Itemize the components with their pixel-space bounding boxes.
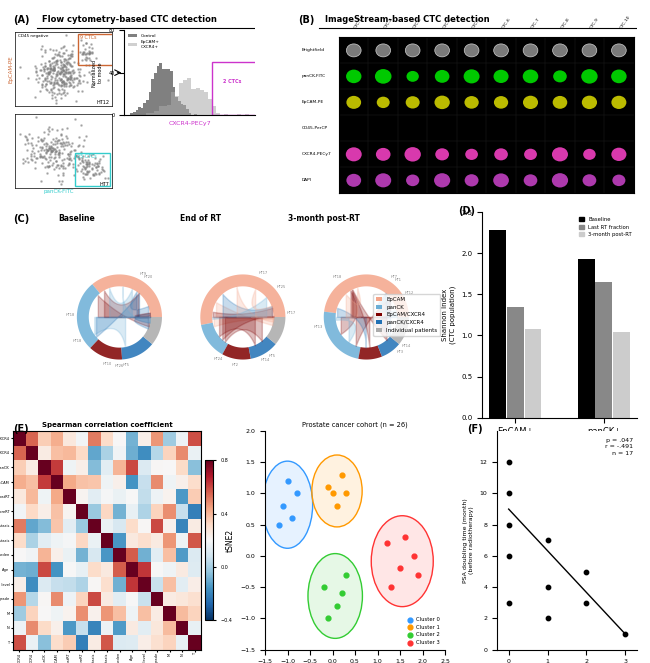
Text: End of RT: End of RT	[180, 214, 221, 223]
Text: EpCAM-PE: EpCAM-PE	[302, 100, 324, 104]
Point	[504, 457, 514, 467]
Cluster 3	[399, 532, 410, 542]
Point	[581, 566, 592, 577]
Legend: Cluster 0, Cluster 1, Cluster 2, Cluster 3: Cluster 0, Cluster 1, Cluster 2, Cluster…	[402, 615, 443, 647]
Point	[504, 519, 514, 530]
Cluster 0	[278, 501, 288, 511]
Cluster 1	[332, 501, 342, 511]
Point	[504, 551, 514, 562]
Text: CTC-6: CTC-6	[501, 17, 512, 30]
Bar	[525, 329, 541, 418]
Cluster 1	[336, 469, 346, 480]
Text: CTC-5: CTC-5	[472, 17, 482, 30]
Point	[504, 488, 514, 499]
Point	[542, 613, 552, 624]
Text: panCK-FITC: panCK-FITC	[44, 190, 74, 194]
Cluster 0	[282, 475, 293, 486]
Point	[504, 597, 514, 608]
Point	[581, 597, 592, 608]
Text: CTC-2: CTC-2	[384, 17, 394, 30]
Bar	[489, 230, 506, 418]
Text: (C): (C)	[13, 214, 29, 224]
Text: Brightfield: Brightfield	[302, 48, 325, 52]
Point	[542, 582, 552, 593]
Text: CTC-3: CTC-3	[413, 17, 423, 30]
Text: (F): (F)	[467, 424, 482, 434]
Cluster 2	[341, 570, 351, 580]
Cluster 2	[323, 613, 333, 624]
Text: p = .047
r = -.491
n = 17: p = .047 r = -.491 n = 17	[604, 438, 633, 455]
Bar	[578, 259, 595, 418]
Cluster 3	[386, 582, 396, 593]
Bar	[595, 282, 612, 418]
Y-axis label: Shannon index
(CTC population): Shannon index (CTC population)	[442, 286, 456, 344]
Text: 3-month post-RT: 3-month post-RT	[288, 214, 359, 223]
Title: Spearman correlation coefficient: Spearman correlation coefficient	[42, 422, 172, 428]
Cluster 3	[413, 570, 423, 580]
Title: Prostate cancer cohort (n = 26): Prostate cancer cohort (n = 26)	[302, 422, 408, 428]
Text: CTC-8: CTC-8	[560, 17, 571, 30]
Legend: Baseline, Last RT fraction, 3-month post-RT: Baseline, Last RT fraction, 3-month post…	[577, 215, 634, 239]
Text: Baseline: Baseline	[58, 214, 96, 223]
Text: CXCR4-PECy7: CXCR4-PECy7	[302, 152, 332, 156]
Cluster 0	[273, 519, 283, 530]
Text: ImageStream-based CTC detection: ImageStream-based CTC detection	[326, 15, 490, 24]
Cluster 2	[332, 601, 342, 611]
Cluster 3	[408, 551, 419, 562]
Legend: EpCAM, panCK, EpCAM/CXCR4, panCK/CXCR4, Individual patients: EpCAM, panCK, EpCAM/CXCR4, panCK/CXCR4, …	[374, 294, 440, 335]
Ellipse shape	[371, 516, 434, 607]
Text: CTC-7: CTC-7	[530, 17, 541, 30]
Y-axis label: PSA doubling time (month)
(before radiotherapy): PSA doubling time (month) (before radiot…	[463, 498, 474, 583]
Cluster 1	[328, 488, 338, 499]
Ellipse shape	[308, 554, 363, 638]
Point	[620, 629, 630, 639]
Ellipse shape	[263, 461, 313, 548]
Text: (A): (A)	[13, 15, 29, 25]
Text: panCK-FITC: panCK-FITC	[302, 74, 326, 78]
Cluster 2	[318, 582, 329, 593]
Bar	[613, 332, 630, 418]
Y-axis label: tSNE2: tSNE2	[226, 529, 235, 552]
Text: CTC-4: CTC-4	[442, 17, 452, 30]
Bar	[507, 307, 524, 418]
Text: (E): (E)	[13, 424, 29, 434]
Text: CTC-10: CTC-10	[619, 15, 631, 30]
Text: Flow cytometry-based CTC detection: Flow cytometry-based CTC detection	[42, 15, 217, 24]
Cluster 0	[287, 513, 297, 524]
Text: CD45-PerCP: CD45-PerCP	[302, 127, 328, 131]
Text: EpCAM-PE: EpCAM-PE	[8, 55, 13, 83]
Cluster 2	[336, 588, 346, 599]
Text: (B): (B)	[298, 15, 315, 25]
Cluster 1	[323, 482, 333, 493]
Cluster 3	[382, 538, 392, 549]
Point	[542, 535, 552, 546]
Ellipse shape	[312, 455, 362, 527]
Text: (D): (D)	[458, 206, 475, 216]
Text: CTC-9: CTC-9	[590, 17, 600, 30]
Text: DAPI: DAPI	[302, 178, 312, 182]
Cluster 3	[395, 563, 405, 573]
Text: CTC-1: CTC-1	[354, 17, 365, 30]
Cluster 1	[341, 488, 351, 499]
Cluster 0	[291, 488, 302, 499]
